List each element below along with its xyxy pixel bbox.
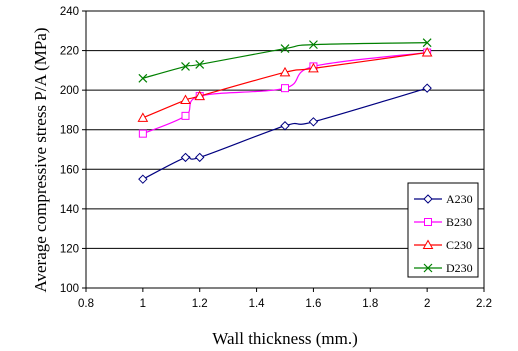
x-axis-ticks: 0.8 1 1.2 1.4 1.6 1.8 2 2.2 — [78, 288, 492, 310]
y-axis-title: Average compressive stress P/A (MPa) — [31, 27, 50, 292]
data-point-marker — [195, 152, 205, 163]
x-tick-label: 0.8 — [78, 298, 94, 310]
y-tick-label: 180 — [60, 125, 79, 137]
data-point-marker — [423, 194, 433, 204]
x-axis-title: Wall thickness (mm.) — [212, 329, 357, 348]
data-point-marker — [194, 90, 206, 101]
data-point-marker — [138, 174, 148, 184]
data-point-marker — [180, 152, 191, 163]
y-tick-label: 120 — [60, 243, 79, 255]
data-point-marker — [281, 84, 289, 93]
x-tick-label: 2 — [424, 298, 430, 310]
legend-entry-a230: A230 — [414, 192, 473, 206]
x-tick-label: 1.4 — [249, 298, 266, 310]
data-point-marker — [280, 121, 290, 131]
plot-area — [85, 10, 485, 289]
series-a230 — [138, 83, 432, 184]
y-tick-label: 240 — [60, 6, 79, 18]
legend-entry-c230: C230 — [414, 238, 472, 252]
legend-label: C230 — [446, 238, 472, 252]
data-point-marker — [422, 38, 432, 48]
x-tick-label: 2.2 — [476, 298, 492, 310]
data-point-marker — [422, 239, 434, 249]
data-point-marker — [423, 263, 433, 273]
data-point-marker — [138, 73, 148, 83]
y-tick-label: 100 — [60, 283, 79, 295]
series-group — [137, 38, 433, 184]
data-point-marker — [421, 47, 433, 57]
legend-entry-b230: B230 — [414, 215, 472, 229]
x-tick-label: 1.6 — [305, 298, 321, 310]
data-point-marker — [195, 59, 205, 69]
legend-entry-d230: D230 — [414, 261, 473, 275]
data-point-marker — [308, 62, 319, 73]
legend-label: A230 — [446, 192, 473, 206]
legend: A230 B230 C230 D230 — [407, 182, 479, 278]
series-c230 — [137, 47, 433, 122]
y-tick-label: 200 — [60, 85, 79, 97]
data-point-marker — [424, 218, 432, 226]
data-point-marker — [137, 112, 149, 122]
x-tick-label: 1 — [140, 298, 146, 310]
data-point-marker — [181, 61, 190, 71]
data-point-marker — [309, 40, 318, 50]
x-tick-label: 1.2 — [192, 298, 208, 310]
y-tick-label: 220 — [60, 46, 79, 58]
series-d230 — [138, 38, 432, 83]
data-point-marker — [280, 44, 290, 54]
x-tick-label: 1.8 — [362, 298, 378, 310]
y-axis-ticks: 100 120 140 160 180 200 220 240 — [60, 6, 86, 295]
data-point-marker — [180, 94, 191, 105]
y-tick-label: 140 — [60, 204, 79, 216]
data-point-marker — [279, 66, 291, 77]
legend-label: D230 — [446, 261, 473, 275]
data-point-marker — [422, 83, 432, 93]
y-tick-label: 160 — [60, 164, 79, 176]
data-point-marker — [138, 129, 147, 138]
data-point-marker — [308, 117, 319, 127]
data-point-marker — [181, 111, 190, 120]
legend-label: B230 — [446, 215, 472, 229]
